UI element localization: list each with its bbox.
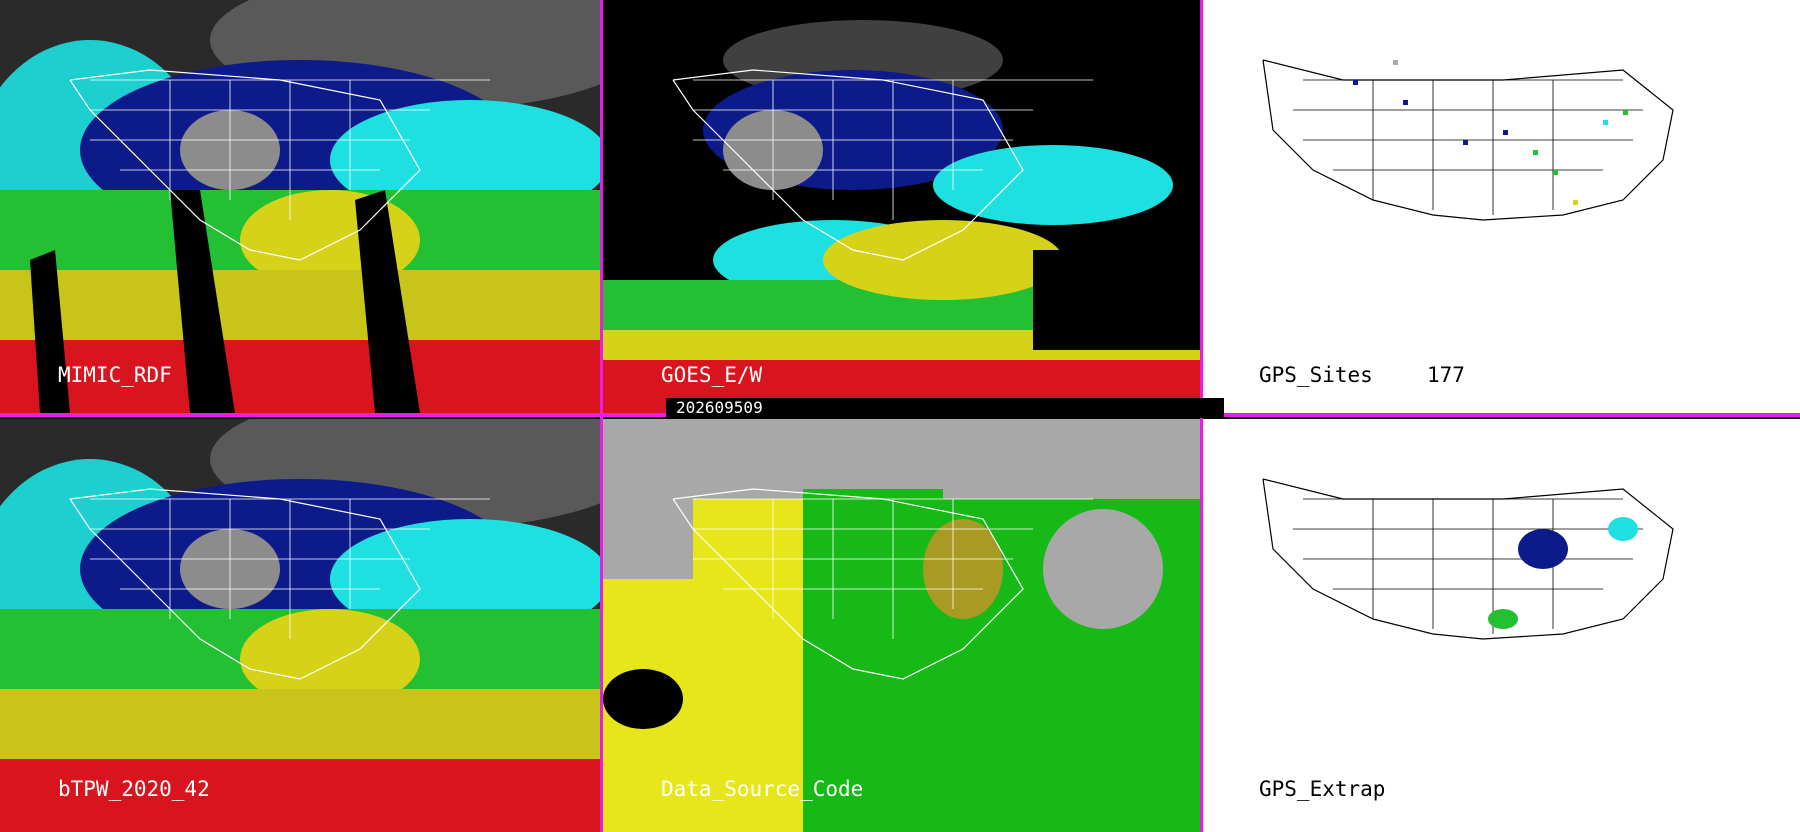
gps-site-markers <box>1353 60 1628 205</box>
panel-label-goes-ew: GOES_E/W <box>661 363 763 387</box>
panel-btpw: bTPW_2020_42 <box>0 419 600 832</box>
tpw-map-mimic <box>0 0 600 413</box>
panel-goes-ew: GOES_E/W <box>603 0 1200 413</box>
timestamp-bar: 202609509 <box>666 398 1224 418</box>
panel-label-data-source: Data_Source_Code <box>661 777 864 801</box>
tpw-map-btpw <box>0 419 600 832</box>
data-source-map <box>603 419 1200 832</box>
panel-gps-extrap: GPS_Extrap <box>1203 419 1800 832</box>
panel-label-btpw: bTPW_2020_42 <box>58 777 210 801</box>
gps-sites-map <box>1203 0 1800 413</box>
panel-label-gps-extrap: GPS_Extrap <box>1259 777 1386 801</box>
panel-data-source: Data_Source_Code <box>603 419 1200 832</box>
panel-gps-sites: GPS_Sites 177 <box>1203 0 1800 413</box>
panel-label-mimic-rdf: MIMIC_RDF <box>58 363 172 387</box>
gps-site-count: 177 <box>1427 363 1465 387</box>
tpw-map-goes <box>603 0 1200 413</box>
panel-mimic-rdf: MIMIC_RDF <box>0 0 600 413</box>
panel-label-gps-sites: GPS_Sites <box>1259 363 1373 387</box>
gps-extrap-map <box>1203 419 1800 832</box>
